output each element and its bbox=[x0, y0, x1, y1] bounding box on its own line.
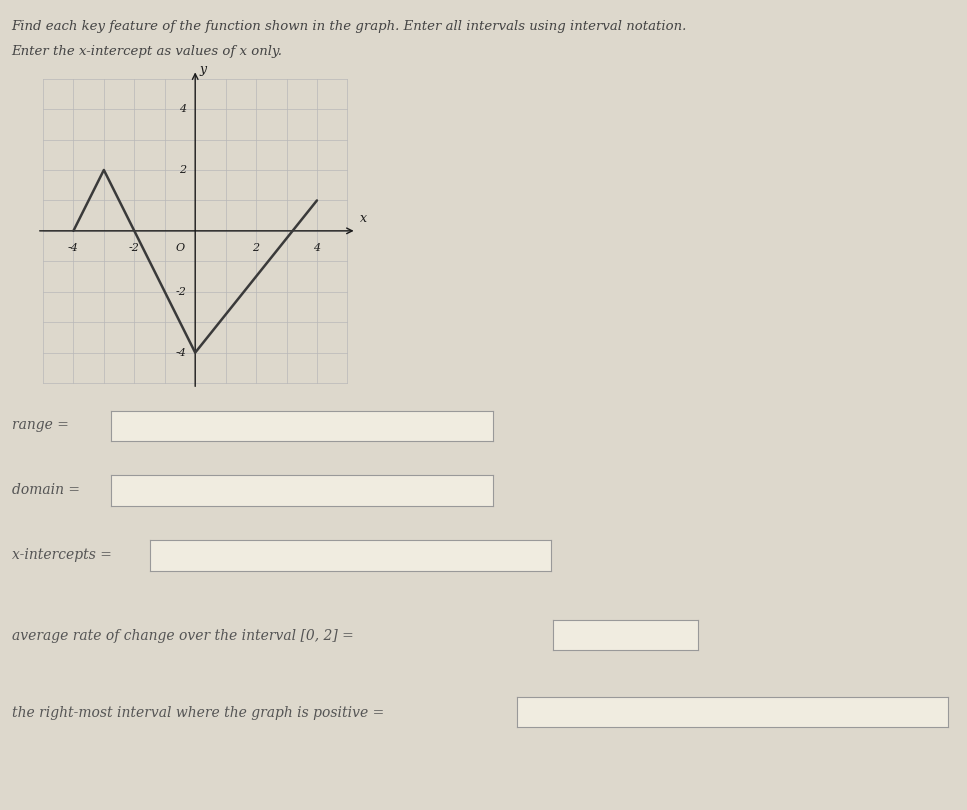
Text: Enter the x-intercept as values of x only.: Enter the x-intercept as values of x onl… bbox=[12, 45, 282, 58]
Text: range =: range = bbox=[12, 418, 69, 433]
Text: x-intercepts =: x-intercepts = bbox=[12, 548, 111, 562]
Text: 2: 2 bbox=[252, 243, 259, 253]
Text: x: x bbox=[360, 211, 366, 224]
Text: the right-most interval where the graph is positive =: the right-most interval where the graph … bbox=[12, 706, 384, 720]
Text: O: O bbox=[175, 243, 185, 253]
Text: 2: 2 bbox=[179, 165, 186, 175]
Text: y: y bbox=[200, 63, 207, 76]
Text: domain =: domain = bbox=[12, 483, 79, 497]
Text: -2: -2 bbox=[129, 243, 140, 253]
Text: Find each key feature of the function shown in the graph. Enter all intervals us: Find each key feature of the function sh… bbox=[12, 20, 687, 33]
Text: -2: -2 bbox=[175, 287, 186, 296]
Text: 4: 4 bbox=[313, 243, 320, 253]
Text: 4: 4 bbox=[179, 104, 186, 114]
Text: -4: -4 bbox=[175, 347, 186, 358]
Text: -4: -4 bbox=[68, 243, 79, 253]
Text: average rate of change over the interval [0, 2] =: average rate of change over the interval… bbox=[12, 629, 353, 643]
